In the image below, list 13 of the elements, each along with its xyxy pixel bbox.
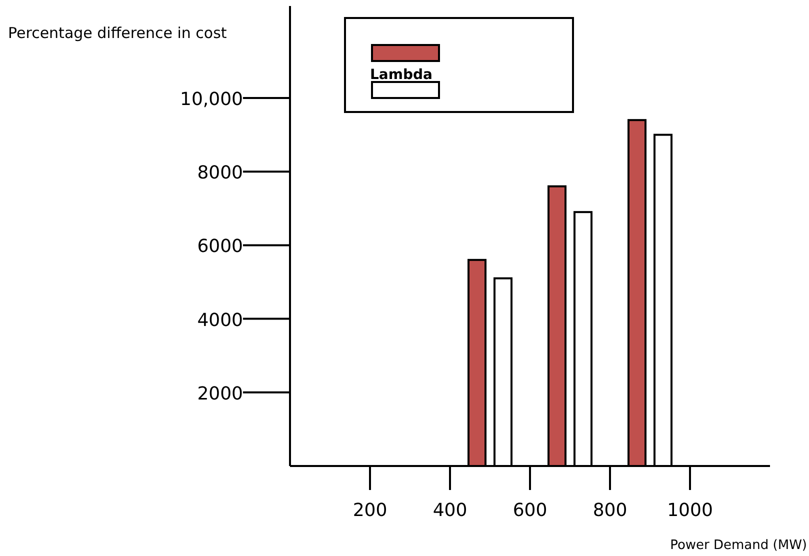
x-axis-title: Power Demand (MW) [670,538,807,553]
y-tick-label: 6000 [197,236,243,258]
y-tick-label: 8000 [197,162,243,184]
y-tick-label: 4000 [197,310,243,331]
y-tick-label: 10,000 [180,89,243,110]
x-tick-label: 400 [432,500,468,521]
y-axis-title: Percentage difference in cost [8,24,227,42]
x-tick-label: 200 [352,500,388,521]
x-tick-label: 1000 [667,500,713,521]
x-tick-label: 600 [512,500,548,521]
legend-label: Lambda [370,67,432,83]
y-tick-label: 2000 [197,383,243,404]
x-tick-label: 800 [592,500,628,521]
